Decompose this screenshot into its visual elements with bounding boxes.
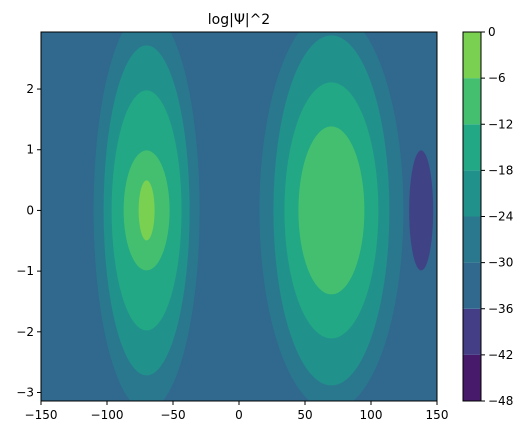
- colorbar-tick-label: −24: [488, 210, 513, 224]
- colorbar-tick-label: −36: [488, 302, 513, 316]
- colorbar-tick-label: −6: [488, 71, 506, 85]
- colorbar-band: [463, 216, 481, 263]
- colorbar-band: [463, 124, 481, 171]
- colorbar-tick-label: −42: [488, 348, 513, 362]
- chart-title: log|Ψ|^2: [208, 12, 270, 28]
- colorbar-band: [463, 170, 481, 217]
- contour-band-left-4: [138, 180, 155, 241]
- x-tick-label: 150: [426, 408, 449, 422]
- x-axis: −150 −100 −50 0 50 100 150: [25, 401, 449, 422]
- y-tick-label: 2: [26, 82, 34, 96]
- x-tick-label: 100: [360, 408, 383, 422]
- colorbar-tick-label: −18: [488, 163, 513, 177]
- contour-band-right-3: [298, 126, 365, 295]
- colorbar-bands: [463, 32, 481, 401]
- colorbar-tick-label: 0: [488, 25, 496, 39]
- colorbar-band: [463, 78, 481, 125]
- plot-area: [41, 32, 437, 401]
- y-axis: −3 −2 −1 0 1 2: [16, 82, 41, 400]
- colorbar-tick-label: −48: [488, 394, 513, 408]
- x-tick-label: −150: [25, 408, 58, 422]
- colorbar-band: [463, 354, 481, 401]
- colorbar: −48 −42 −36 −30 −24 −18 −12 −6 0: [462, 25, 513, 408]
- x-tick-label: 0: [235, 408, 243, 422]
- y-tick-label: 1: [26, 143, 34, 157]
- y-tick-label: −1: [16, 264, 34, 278]
- x-tick-label: 50: [297, 408, 312, 422]
- y-tick-label: −3: [16, 386, 34, 400]
- contour-bands: [93, 32, 434, 401]
- x-tick-label: −100: [91, 408, 124, 422]
- contour-band-edge: [409, 150, 434, 271]
- y-tick-label: 0: [26, 203, 34, 217]
- colorbar-band: [463, 308, 481, 355]
- colorbar-tick-label: −30: [488, 256, 513, 270]
- colorbar-band: [463, 262, 481, 309]
- colorbar-band: [463, 32, 481, 79]
- colorbar-tick-label: −12: [488, 117, 513, 131]
- colorbar-ticks: −48 −42 −36 −30 −24 −18 −12 −6 0: [481, 25, 513, 408]
- x-tick-label: −50: [160, 408, 185, 422]
- y-tick-label: −2: [16, 325, 34, 339]
